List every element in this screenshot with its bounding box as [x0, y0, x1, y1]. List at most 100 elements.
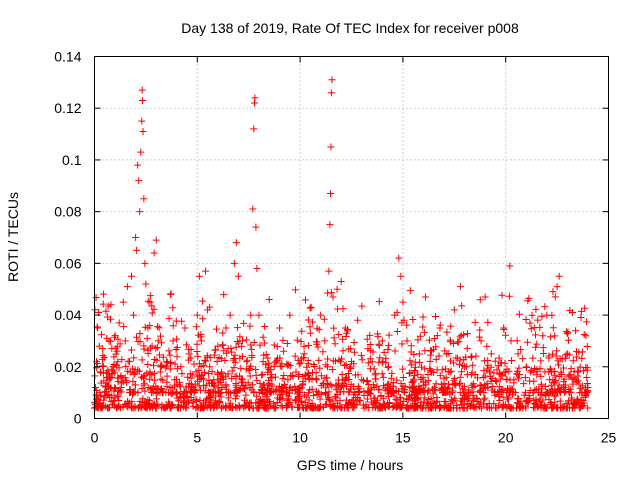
data-point: [204, 394, 212, 402]
data-point: [260, 339, 268, 347]
data-point: [461, 363, 469, 371]
data-point: [507, 337, 515, 345]
data-point: [407, 361, 415, 369]
data-point: [490, 400, 498, 408]
data-point: [131, 369, 139, 377]
data-point: [327, 89, 335, 97]
data-point: [363, 335, 371, 343]
y-tick-label: 0: [74, 411, 82, 427]
data-point: [533, 399, 541, 407]
data-point: [114, 358, 122, 366]
data-point: [326, 381, 334, 389]
data-point: [252, 223, 260, 231]
data-point: [463, 344, 471, 352]
data-point: [384, 380, 392, 388]
data-point: [213, 369, 221, 377]
data-point: [136, 330, 144, 338]
data-point: [259, 333, 267, 341]
data-point: [342, 360, 350, 368]
data-point: [467, 371, 475, 379]
data-point: [202, 357, 210, 365]
data-point: [393, 396, 401, 404]
data-point: [306, 323, 314, 331]
data-point: [279, 336, 287, 344]
data-point: [493, 378, 501, 386]
data-point: [293, 390, 301, 398]
data-point: [305, 389, 313, 397]
data-point: [504, 393, 512, 401]
data-point: [212, 402, 220, 410]
x-tick-label: 0: [91, 430, 99, 446]
data-point: [204, 388, 212, 396]
data-point: [520, 391, 528, 399]
data-point: [201, 387, 209, 395]
data-point: [388, 369, 396, 377]
data-point: [450, 396, 458, 404]
data-point: [244, 403, 252, 411]
data-point: [550, 379, 558, 387]
data-point: [429, 390, 437, 398]
data-point: [262, 351, 270, 359]
data-point: [564, 399, 572, 407]
data-point: [262, 404, 270, 412]
data-point: [326, 396, 334, 404]
data-point: [277, 401, 285, 409]
data-point: [542, 392, 550, 400]
data-point: [110, 397, 118, 405]
data-point: [169, 337, 177, 345]
data-point: [104, 313, 112, 321]
y-tick-label: 0.08: [54, 204, 81, 220]
data-point: [140, 345, 148, 353]
data-point: [373, 382, 381, 390]
data-point: [363, 377, 371, 385]
data-point: [378, 370, 386, 378]
data-point: [111, 384, 119, 392]
data-point: [310, 392, 318, 400]
data-point: [496, 369, 504, 377]
data-point: [332, 386, 340, 394]
data-point: [445, 380, 453, 388]
data-point: [270, 341, 278, 349]
data-point: [92, 364, 100, 372]
data-point: [351, 389, 359, 397]
data-point: [102, 382, 110, 390]
data-point: [306, 304, 314, 312]
data-point: [458, 302, 466, 310]
data-point: [267, 366, 275, 374]
data-point: [574, 368, 582, 376]
data-point: [405, 370, 413, 378]
data-point: [156, 368, 164, 376]
data-point: [447, 322, 455, 330]
data-point: [530, 377, 538, 385]
data-point: [406, 369, 414, 377]
data-point: [253, 392, 261, 400]
data-point: [569, 399, 577, 407]
data-point: [514, 350, 522, 358]
data-point: [235, 339, 243, 347]
data-point: [333, 390, 341, 398]
data-point: [559, 383, 567, 391]
data-point: [268, 374, 276, 382]
data-point: [456, 333, 464, 341]
data-point: [458, 368, 466, 376]
data-point: [230, 354, 238, 362]
data-point: [144, 396, 152, 404]
data-point: [364, 388, 372, 396]
data-point: [543, 389, 551, 397]
data-point: [150, 249, 158, 257]
data-point: [92, 383, 100, 391]
data-point: [578, 354, 586, 362]
data-point: [249, 404, 257, 412]
data-point: [528, 311, 536, 319]
data-point: [351, 348, 359, 356]
data-point: [385, 331, 393, 339]
data-point: [135, 367, 143, 375]
data-point: [360, 377, 368, 385]
data-point: [515, 374, 523, 382]
data-point: [283, 360, 291, 368]
data-point: [523, 396, 531, 404]
data-point: [187, 374, 195, 382]
data-point: [232, 343, 240, 351]
data-point: [513, 337, 521, 345]
data-point: [357, 351, 365, 359]
